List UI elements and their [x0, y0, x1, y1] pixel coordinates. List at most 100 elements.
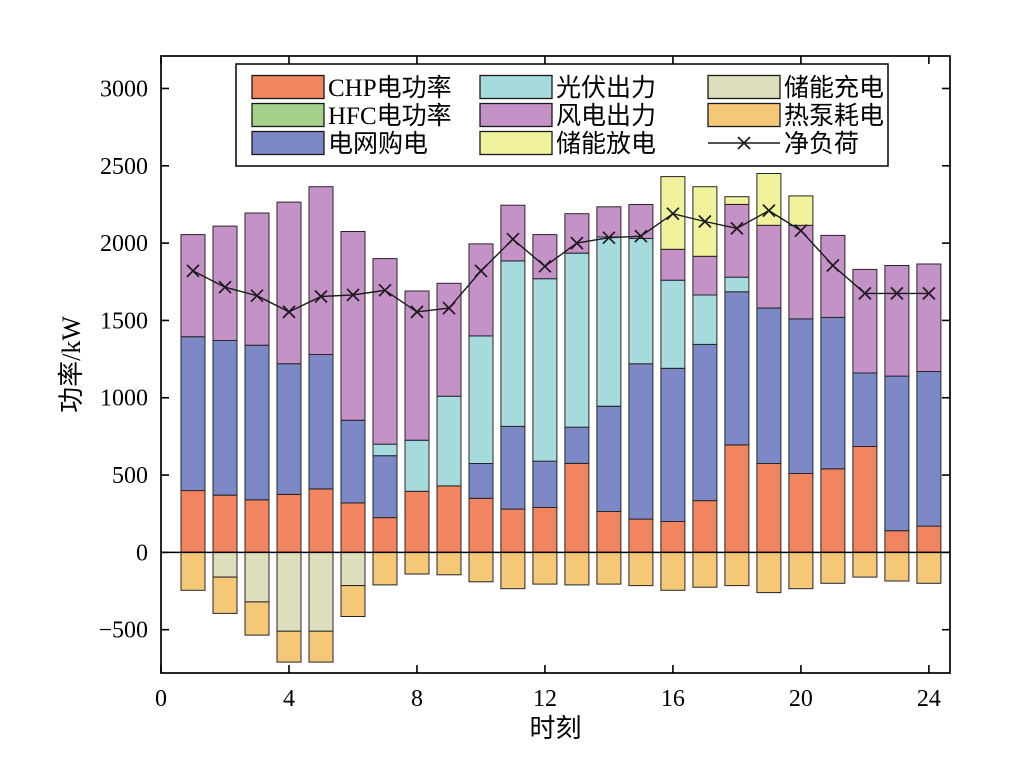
bar-segment: [788, 551, 814, 590]
bar-segment: [244, 499, 270, 553]
bar-segment: [244, 344, 270, 501]
x-axis-label: 时刻: [529, 714, 581, 743]
y-tick-label: 500: [112, 463, 148, 489]
bar-segment: [340, 585, 366, 617]
bar-segment: [660, 279, 686, 369]
bar-segment: [916, 263, 942, 372]
legend-item: HFC电功率: [251, 102, 452, 130]
bar-segment: [916, 371, 942, 527]
y-tick-label: 0: [136, 540, 148, 566]
bar-segment: [340, 551, 366, 587]
bar-segment: [500, 508, 526, 553]
legend-label: 储能放电: [556, 130, 656, 158]
legend-item: 热泵耗电: [707, 102, 884, 130]
bar-segment: [276, 363, 302, 495]
bar-segment: [596, 206, 622, 238]
bar-segment: [436, 282, 462, 397]
bar-segment: [884, 551, 910, 582]
bar-segment: [724, 291, 750, 446]
bar-segment: [564, 252, 590, 428]
bar-segment: [852, 446, 878, 553]
bar-segment: [532, 507, 558, 553]
bar-segment: [756, 463, 782, 553]
bar-segment: [436, 485, 462, 553]
bar-segment: [212, 551, 238, 578]
bar-segment: [212, 494, 238, 553]
y-tick-label: 2500: [100, 154, 148, 180]
legend-item: 储能充电: [707, 74, 884, 102]
bar-segment: [628, 518, 654, 553]
bar-segment: [564, 463, 590, 553]
bar-segment: [916, 525, 942, 553]
bar-segment: [596, 405, 622, 512]
x-marker: [794, 224, 808, 238]
legend-swatch: [707, 74, 781, 100]
x-marker: [442, 301, 456, 315]
legend-label: 热泵耗电: [784, 102, 884, 130]
bar-segment: [628, 363, 654, 520]
bar-segment: [756, 551, 782, 594]
bar-segment: [724, 276, 750, 293]
bar-segment: [212, 576, 238, 614]
legend-label: 电网购电: [328, 130, 428, 158]
bar-segment: [180, 551, 206, 591]
bar-segment: [532, 551, 558, 585]
x-marker: [922, 286, 936, 301]
bar-segment: [180, 490, 206, 553]
legend-swatch: [251, 74, 325, 100]
bar-segment: [884, 375, 910, 532]
bar-segment: [372, 258, 398, 445]
bar-segment: [916, 551, 942, 584]
bar-segment: [852, 268, 878, 374]
bar-segment: [788, 195, 814, 226]
bar-segment: [532, 278, 558, 462]
x-tick-label: 20: [789, 686, 813, 712]
y-tick-label: 2000: [100, 231, 148, 257]
legend-item: 电网购电: [251, 130, 428, 158]
legend-label: 光伏出力: [556, 74, 656, 102]
bar-segment: [180, 336, 206, 492]
x-marker: [314, 289, 328, 304]
x-marker: [346, 288, 360, 302]
x-tick-label: 4: [283, 686, 295, 712]
bar-segment: [180, 234, 206, 338]
bar-segment: [244, 212, 270, 346]
bar-segment: [820, 316, 846, 470]
bar-segment: [468, 243, 494, 337]
x-tick-label: 24: [917, 686, 941, 712]
y-tick-label: 3000: [100, 76, 148, 102]
bar-segment: [372, 517, 398, 553]
bar-segment: [596, 551, 622, 585]
bar-segment: [244, 601, 270, 636]
bar-segment: [404, 290, 430, 441]
legend-item: 储能放电: [479, 130, 656, 158]
bar-segment: [308, 488, 334, 553]
bar-segment: [660, 248, 686, 281]
x-marker: [378, 283, 392, 297]
bar-segment: [564, 213, 590, 254]
x-marker: [410, 305, 424, 319]
bar-segment: [756, 224, 782, 309]
bar-segment: [564, 426, 590, 464]
x-marker: [730, 221, 744, 236]
bar-segment: [692, 551, 718, 588]
legend-item: 风电出力: [479, 102, 656, 130]
x-tick-label: 12: [533, 686, 557, 712]
bar-segment: [404, 551, 430, 575]
bar-segment: [692, 255, 718, 296]
legend-swatch: [479, 130, 553, 156]
x-marker: [250, 289, 264, 303]
bar-segment: [628, 204, 654, 239]
x-marker: [858, 286, 872, 301]
x-marker: [186, 264, 200, 278]
bar-segment: [724, 551, 750, 587]
bar-segment: [692, 500, 718, 553]
legend-x-marker: [737, 136, 751, 150]
bar-segment: [468, 497, 494, 553]
bar-segment: [884, 530, 910, 553]
bar-segment: [308, 551, 334, 632]
x-marker: [666, 207, 680, 221]
bar-segment: [340, 419, 366, 504]
